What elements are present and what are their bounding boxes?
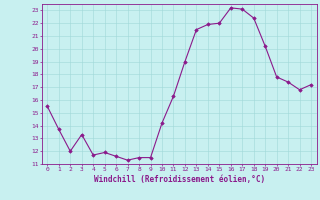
X-axis label: Windchill (Refroidissement éolien,°C): Windchill (Refroidissement éolien,°C) — [94, 175, 265, 184]
